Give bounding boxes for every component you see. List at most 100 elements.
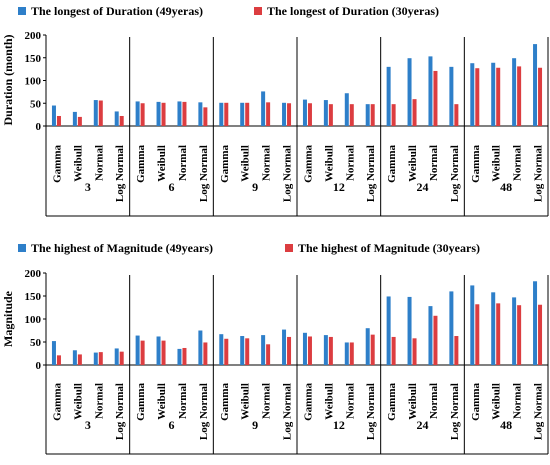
bar	[261, 91, 266, 126]
bar	[302, 332, 307, 365]
x-category-label: Weibull	[72, 383, 84, 420]
bar	[349, 104, 354, 126]
x-category-label: Normal	[261, 145, 273, 181]
bar	[266, 344, 271, 365]
bar	[51, 341, 56, 365]
x-category-label: Log Normal	[198, 145, 210, 202]
bar	[198, 102, 203, 126]
bar	[307, 103, 312, 126]
x-category-label: Log Normal	[449, 145, 461, 202]
bar	[454, 104, 459, 126]
bar	[470, 285, 475, 365]
bar	[93, 352, 98, 365]
x-category-label: Normal	[428, 383, 440, 419]
x-category-label: Normal	[512, 383, 524, 419]
y-tick-label: 0	[36, 121, 42, 133]
bar	[161, 340, 166, 365]
x-category-label: Log Normal	[282, 383, 294, 440]
x-category-label: Gamma	[470, 383, 482, 421]
bar	[56, 355, 61, 365]
bar	[140, 340, 145, 365]
bar	[135, 335, 140, 365]
bar	[449, 66, 454, 126]
bar	[119, 351, 124, 365]
bar	[491, 62, 496, 126]
bar	[517, 66, 522, 126]
bar	[365, 104, 370, 126]
bar	[140, 103, 145, 126]
bar	[77, 354, 82, 365]
y-axis-label: Magnitude	[1, 290, 15, 347]
x-category-label: Log Normal	[449, 383, 461, 440]
bar	[114, 348, 119, 365]
bar	[287, 336, 292, 365]
bar	[240, 336, 245, 365]
chart-panel-1: The longest of Duration (49yeras) The lon…	[1, 4, 549, 217]
bar	[428, 56, 433, 127]
bar	[370, 334, 375, 365]
legend-label: The longest of Duration (30yeras)	[267, 4, 439, 18]
bar	[512, 297, 517, 365]
x-group-label: 6	[169, 180, 175, 194]
bar	[93, 100, 98, 126]
bar	[533, 44, 538, 126]
y-tick-label: 150	[25, 53, 42, 65]
legend-label: The highest of Magnitude (30years)	[298, 241, 480, 255]
bar	[302, 99, 307, 126]
bar	[323, 100, 328, 126]
bar	[98, 352, 103, 365]
bar	[517, 305, 522, 365]
x-category-label: Gamma	[219, 145, 231, 183]
x-category-label: Weibull	[491, 145, 503, 182]
bar	[198, 330, 203, 365]
legend-swatch	[254, 7, 262, 15]
bar	[344, 93, 349, 126]
x-category-label: Log Normal	[533, 383, 545, 440]
bar	[219, 334, 224, 365]
x-category-label: Gamma	[302, 383, 314, 421]
x-group-label: 9	[252, 418, 258, 432]
bar	[182, 347, 187, 365]
bar	[533, 281, 538, 365]
bar	[349, 342, 354, 365]
bar	[56, 115, 61, 126]
bar	[266, 102, 271, 126]
bar	[475, 68, 480, 126]
legend-label: The highest of Magnitude (49years)	[31, 241, 213, 255]
x-category-label: Weibull	[323, 145, 335, 182]
y-tick-label: 50	[30, 98, 42, 110]
y-tick-label: 150	[25, 291, 42, 303]
bar	[77, 116, 82, 126]
x-group-label: 3	[85, 418, 91, 432]
bar	[177, 101, 182, 126]
bar	[365, 328, 370, 365]
x-group-label: 12	[333, 180, 345, 194]
bar	[245, 102, 250, 126]
y-axis-label: Duration (month)	[1, 34, 15, 125]
x-category-label: Log Normal	[114, 145, 126, 202]
x-category-label: Gamma	[135, 145, 147, 183]
x-category-label: Normal	[93, 145, 105, 181]
x-category-label: Log Normal	[365, 383, 377, 440]
bar	[177, 348, 182, 365]
y-tick-label: 100	[25, 76, 42, 88]
legend-swatch	[18, 7, 26, 15]
x-category-label: Weibull	[407, 383, 419, 420]
bar	[512, 58, 517, 126]
bar	[538, 67, 543, 126]
bar	[412, 99, 417, 126]
bar	[287, 103, 292, 126]
x-category-label: Gamma	[51, 383, 63, 421]
bar	[307, 336, 312, 365]
x-category-label: Gamma	[386, 145, 398, 183]
y-tick-label: 200	[25, 268, 42, 280]
x-category-label: Normal	[177, 383, 189, 419]
bar	[475, 304, 480, 365]
x-category-label: Normal	[512, 145, 524, 181]
bar	[323, 335, 328, 365]
legend-label: The longest of Duration (49yeras)	[31, 4, 203, 18]
legend-swatch	[285, 244, 293, 252]
bar	[386, 66, 391, 126]
x-group-label: 48	[500, 180, 512, 194]
x-category-label: Weibull	[156, 383, 168, 420]
